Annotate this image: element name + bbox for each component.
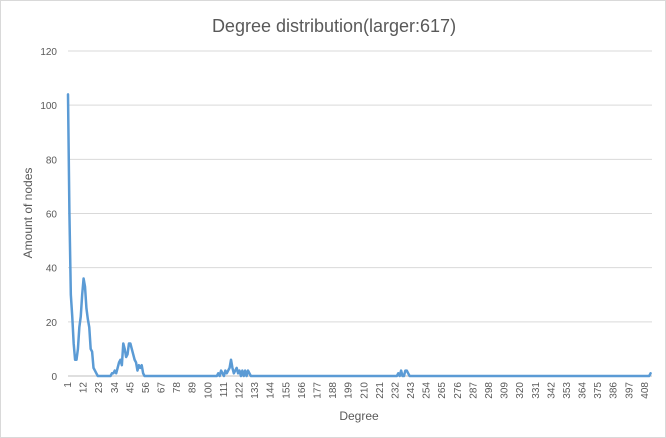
x-tick-label: 375 (593, 382, 604, 399)
y-tick-label: 120 (40, 47, 57, 58)
x-tick-label: 155 (281, 382, 292, 399)
y-tick-labels: 0 20 40 60 80 100 120 (40, 47, 57, 383)
x-tick-label: 12 (79, 382, 90, 394)
x-tick-label: 45 (125, 382, 136, 394)
x-tick-label: 397 (624, 382, 635, 399)
x-tick-label: 331 (531, 382, 542, 399)
x-tick-label: 67 (157, 382, 168, 394)
y-axis-title: Amount of nodes (21, 168, 35, 259)
x-tick-label: 133 (250, 382, 261, 399)
x-tick-label: 210 (359, 382, 370, 399)
x-tick-label: 199 (344, 382, 355, 399)
x-tick-label: 364 (578, 382, 589, 399)
y-tick-label: 80 (46, 155, 58, 166)
x-tick-label: 265 (437, 382, 448, 399)
x-tick-label: 34 (110, 382, 121, 394)
y-tick-label: 40 (46, 264, 58, 275)
chart-title: Degree distribution(larger:617) (212, 16, 456, 36)
y-tick-label: 100 (40, 101, 57, 112)
x-tick-label: 243 (406, 382, 417, 399)
gridlines (68, 50, 652, 323)
x-tick-label: 353 (562, 382, 573, 399)
x-tick-label: 232 (390, 382, 401, 399)
y-tick-label: 20 (46, 318, 58, 329)
x-tick-label: 254 (422, 382, 433, 399)
x-tick-label: 276 (453, 382, 464, 399)
y-tick-label: 0 (51, 372, 57, 383)
x-tick-label: 56 (141, 382, 152, 394)
x-tick-label: 23 (94, 382, 105, 394)
x-tick-label: 122 (235, 382, 246, 399)
x-tick-label: 386 (609, 382, 620, 399)
x-tick-label: 89 (188, 382, 199, 394)
x-tick-label: 309 (500, 382, 511, 399)
x-tick-label: 298 (484, 382, 495, 399)
x-tick-label: 177 (312, 382, 323, 399)
x-tick-label: 111 (219, 382, 230, 398)
x-tick-label: 100 (203, 382, 214, 399)
x-tick-label: 408 (640, 382, 651, 399)
x-tick-label: 144 (266, 382, 277, 399)
x-tick-label: 1 (63, 382, 74, 388)
y-tick-label: 60 (46, 210, 58, 221)
x-tick-label: 320 (515, 382, 526, 399)
x-tick-label: 342 (546, 382, 557, 399)
x-tick-label: 78 (172, 382, 183, 394)
x-tick-labels: 1 12 23 34 45 56 67 78 89 100 111 122 133 144 155 166 17… (63, 382, 651, 399)
x-axis-title: Degree (339, 409, 379, 423)
x-tick-label: 221 (375, 382, 386, 399)
series-line-amount-of-nodes (66, 93, 652, 378)
x-tick-label: 166 (297, 382, 308, 399)
x-tick-label: 287 (468, 382, 479, 399)
x-tick-label: 188 (328, 382, 339, 399)
